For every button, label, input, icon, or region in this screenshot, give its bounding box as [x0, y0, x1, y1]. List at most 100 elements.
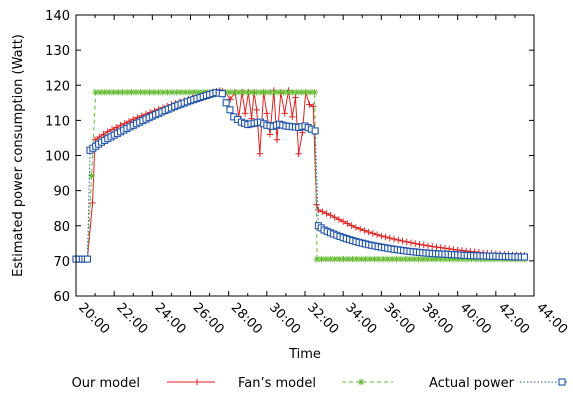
data-point	[150, 89, 158, 96]
x-tick-label: 28:00	[228, 300, 265, 337]
series-2	[72, 89, 529, 263]
data-point	[284, 89, 292, 96]
x-tick-label: 22:00	[113, 300, 150, 337]
data-point	[446, 255, 453, 263]
data-point	[322, 255, 330, 263]
data-point	[318, 255, 325, 263]
data-point	[105, 89, 113, 96]
legend-label: Actual power	[429, 376, 515, 391]
y-tick-label: 110	[45, 114, 70, 129]
data-point	[357, 378, 365, 386]
x-tick-label: 40:00	[457, 300, 494, 337]
data-point	[397, 255, 405, 263]
y-tick-labels: 60 70 80 90 100 110 120 130 140	[45, 9, 70, 305]
data-point	[164, 89, 171, 96]
data-point	[128, 89, 135, 96]
data-point	[137, 89, 144, 96]
legend-item: Our model	[72, 376, 215, 391]
data-point	[340, 255, 347, 263]
data-point	[433, 255, 440, 263]
data-point	[101, 89, 108, 96]
y-axis-title: Estimated power consumption (Watt)	[11, 34, 26, 277]
data-point	[110, 89, 117, 96]
data-point	[132, 89, 140, 96]
data-point	[235, 89, 243, 96]
data-point	[450, 255, 458, 263]
data-point	[558, 378, 566, 386]
data-point	[222, 99, 230, 107]
data-point	[119, 89, 126, 96]
data-point	[83, 255, 91, 263]
series-0	[72, 87, 528, 263]
data-point	[375, 255, 383, 263]
data-point	[240, 89, 247, 96]
data-point	[384, 255, 391, 263]
x-tick-label: 42:00	[495, 300, 532, 337]
y-tick-label: 90	[53, 185, 70, 200]
data-point	[424, 255, 431, 263]
legend-label: Our model	[72, 376, 140, 391]
data-point	[331, 255, 338, 263]
data-point	[289, 89, 296, 96]
y-tick-label: 100	[45, 150, 70, 165]
x-tick-label: 30:00	[266, 300, 303, 337]
data-point	[257, 89, 265, 96]
data-point	[302, 89, 309, 96]
y-tick-label: 60	[53, 290, 70, 305]
data-point	[402, 255, 409, 263]
data-point	[141, 89, 149, 96]
data-point	[366, 255, 374, 263]
data-point	[249, 89, 256, 96]
series-layer	[72, 87, 529, 263]
data-point	[311, 89, 318, 96]
data-point	[388, 255, 396, 263]
data-point	[123, 89, 131, 96]
data-point	[96, 89, 104, 96]
data-point	[155, 89, 162, 96]
data-point	[406, 255, 413, 263]
x-tick-label: 26:00	[190, 300, 227, 337]
data-point	[306, 89, 314, 96]
data-point	[92, 89, 99, 96]
data-point	[146, 89, 153, 96]
data-point	[437, 255, 444, 263]
data-point	[344, 255, 352, 263]
data-point	[441, 255, 449, 263]
legend-item: Actual power	[429, 376, 568, 391]
data-point	[520, 253, 529, 261]
x-tick-label: 38:00	[419, 300, 456, 337]
data-point	[244, 89, 251, 96]
legend-label: Fan’s model	[238, 376, 316, 391]
data-point	[410, 255, 418, 263]
data-point	[275, 89, 283, 96]
data-point	[186, 89, 193, 96]
y-tick-label: 70	[53, 255, 70, 270]
data-point	[218, 90, 226, 98]
data-point	[266, 89, 274, 96]
data-point	[159, 89, 167, 96]
data-point	[327, 255, 334, 263]
x-tick-label: 20:00	[75, 300, 112, 337]
x-tick-label: 36:00	[381, 300, 418, 337]
series-1	[72, 89, 528, 263]
x-tick-labels: 20:00 22:00 24:00 26:00 28:00 30:00 32:00 34:00…	[75, 300, 570, 337]
y-tick-label: 120	[45, 79, 70, 94]
data-point	[195, 89, 202, 96]
data-point	[173, 89, 180, 96]
data-point	[362, 255, 369, 263]
data-point	[358, 255, 365, 263]
data-point	[459, 255, 466, 263]
data-point	[168, 89, 176, 96]
data-point	[177, 89, 185, 96]
y-tick-label: 80	[53, 220, 70, 235]
x-tick-label: 44:00	[533, 300, 570, 337]
data-point	[271, 89, 278, 96]
data-point	[226, 106, 234, 114]
data-point	[380, 255, 387, 263]
data-point	[349, 255, 356, 263]
data-point	[88, 172, 95, 179]
x-axis-title: Time	[288, 347, 321, 362]
y-tick-label: 140	[45, 9, 70, 24]
x-tick-label: 32:00	[304, 300, 341, 337]
